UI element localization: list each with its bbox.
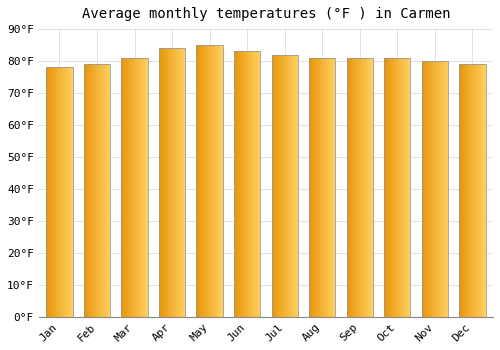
Bar	[159, 48, 185, 317]
Bar	[196, 45, 223, 317]
Bar	[84, 64, 110, 317]
Bar	[384, 58, 410, 317]
Bar	[122, 58, 148, 317]
Bar	[309, 58, 336, 317]
Bar	[346, 58, 373, 317]
Bar	[234, 51, 260, 317]
Title: Average monthly temperatures (°F ) in Carmen: Average monthly temperatures (°F ) in Ca…	[82, 7, 450, 21]
Bar	[46, 68, 72, 317]
Bar	[422, 61, 448, 317]
Bar	[272, 55, 298, 317]
Bar	[460, 64, 485, 317]
